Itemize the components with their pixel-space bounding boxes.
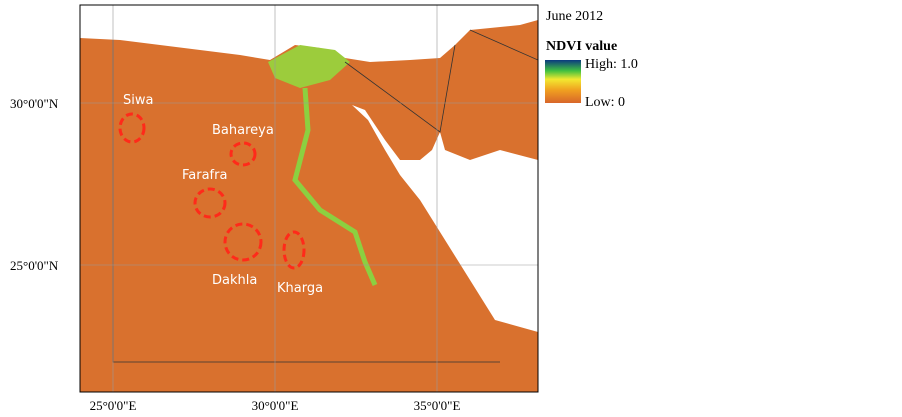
red-sea: [352, 105, 538, 332]
mediterranean-sea: [80, 5, 538, 62]
legend-ramp: [545, 60, 581, 103]
place-label: Kharga: [277, 281, 323, 296]
lon-label: 25°0'0"E: [90, 398, 137, 413]
map-body: Siwa Bahareya Farafra Dakhla Kharga: [80, 5, 538, 392]
place-label: Dakhla: [212, 273, 257, 288]
graticule: [80, 5, 538, 392]
nile-valley: [292, 87, 378, 286]
legend-title: NDVI value: [546, 39, 617, 54]
lon-label: 30°0'0"E: [252, 398, 299, 413]
oasis-markers: [118, 112, 306, 270]
legend-low: Low: 0: [585, 95, 625, 110]
place-label: Siwa: [123, 93, 153, 108]
legend-high: High: 1.0: [585, 57, 638, 72]
lat-label: 25°0'0"N: [10, 258, 59, 273]
place-label: Bahareya: [212, 123, 274, 138]
place-label: Farafra: [182, 168, 227, 183]
lat-label: 30°0'0"N: [10, 96, 59, 111]
lon-label: 35°0'0"E: [414, 398, 461, 413]
map-frame: [79, 4, 539, 393]
map-title: June 2012: [546, 9, 603, 24]
nile-delta: [268, 45, 350, 88]
